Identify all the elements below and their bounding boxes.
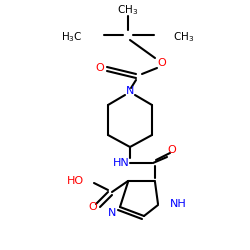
Text: O: O xyxy=(96,63,104,73)
Text: CH$_3$: CH$_3$ xyxy=(173,30,194,44)
Text: HO: HO xyxy=(67,176,84,186)
Text: O: O xyxy=(158,58,166,68)
Text: H$_3$C: H$_3$C xyxy=(62,30,83,44)
Text: N: N xyxy=(108,208,116,218)
Text: CH$_3$: CH$_3$ xyxy=(118,3,139,17)
Text: O: O xyxy=(88,202,98,212)
Text: N: N xyxy=(126,86,134,96)
Text: HN: HN xyxy=(112,158,130,168)
Text: NH: NH xyxy=(170,199,187,209)
Text: O: O xyxy=(168,145,176,155)
